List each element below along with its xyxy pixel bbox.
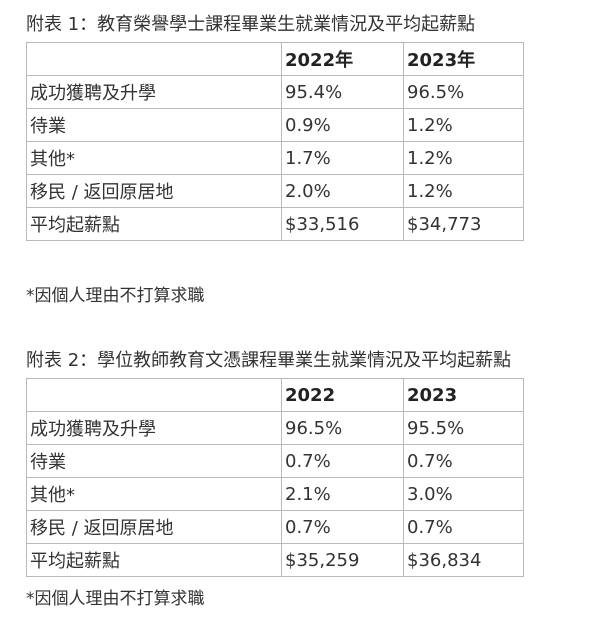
row-label: 平均起薪點	[26, 543, 282, 577]
row-value: 2.0%	[281, 174, 404, 208]
row-value: $35,259	[281, 543, 404, 577]
table-row: 平均起薪點 $33,516 $34,773	[26, 207, 524, 241]
table-1-footnote: *因個人理由不打算求職	[26, 286, 205, 306]
row-label: 成功獲聘及升學	[26, 411, 282, 445]
header-cell-year: 2022	[281, 378, 404, 412]
row-value: 2.1%	[281, 477, 404, 511]
row-value: 0.7%	[403, 510, 524, 544]
row-value: 1.2%	[403, 174, 524, 208]
row-value: 0.7%	[281, 510, 404, 544]
table-row: 待業 0.7% 0.7%	[26, 444, 524, 478]
row-label: 待業	[26, 108, 282, 142]
row-value: 0.7%	[281, 444, 404, 478]
row-value: $36,834	[403, 543, 524, 577]
table-row: 成功獲聘及升學 96.5% 95.5%	[26, 411, 524, 445]
row-value: 1.2%	[403, 108, 524, 142]
header-cell-empty	[26, 378, 282, 412]
row-label: 移民 / 返回原居地	[26, 174, 282, 208]
table-row: 移民 / 返回原居地 0.7% 0.7%	[26, 510, 524, 544]
table-2: 2022 2023 成功獲聘及升學 96.5% 95.5% 待業 0.7% 0.…	[26, 378, 524, 577]
header-cell-year: 2023年	[403, 42, 524, 76]
table-2-caption: 附表 2：學位教師教育文憑課程畢業生就業情況及平均起薪點	[26, 350, 512, 371]
row-value: 0.7%	[403, 444, 524, 478]
table-row: 其他* 1.7% 1.2%	[26, 141, 524, 175]
table-1: 2022年 2023年 成功獲聘及升學 95.4% 96.5% 待業 0.9% …	[26, 42, 524, 241]
row-label: 其他*	[26, 141, 282, 175]
table-header-row: 2022年 2023年	[26, 42, 524, 76]
row-value: $33,516	[281, 207, 404, 241]
table-row: 其他* 2.1% 3.0%	[26, 477, 524, 511]
row-value: $34,773	[403, 207, 524, 241]
table-row: 成功獲聘及升學 95.4% 96.5%	[26, 75, 524, 109]
table-row: 平均起薪點 $35,259 $36,834	[26, 543, 524, 577]
row-value: 95.4%	[281, 75, 404, 109]
header-cell-empty	[26, 42, 282, 76]
table-2-footnote: *因個人理由不打算求職	[26, 589, 205, 609]
table-row: 待業 0.9% 1.2%	[26, 108, 524, 142]
row-value: 1.2%	[403, 141, 524, 175]
row-value: 0.9%	[281, 108, 404, 142]
row-value: 96.5%	[281, 411, 404, 445]
row-value: 3.0%	[403, 477, 524, 511]
row-label: 平均起薪點	[26, 207, 282, 241]
row-label: 其他*	[26, 477, 282, 511]
row-value: 95.5%	[403, 411, 524, 445]
table-1-caption: 附表 1：教育榮譽學士課程畢業生就業情況及平均起薪點	[26, 14, 476, 35]
header-cell-year: 2023	[403, 378, 524, 412]
row-label: 待業	[26, 444, 282, 478]
header-cell-year: 2022年	[281, 42, 404, 76]
table-header-row: 2022 2023	[26, 378, 524, 412]
row-value: 96.5%	[403, 75, 524, 109]
row-label: 成功獲聘及升學	[26, 75, 282, 109]
row-value: 1.7%	[281, 141, 404, 175]
table-row: 移民 / 返回原居地 2.0% 1.2%	[26, 174, 524, 208]
row-label: 移民 / 返回原居地	[26, 510, 282, 544]
